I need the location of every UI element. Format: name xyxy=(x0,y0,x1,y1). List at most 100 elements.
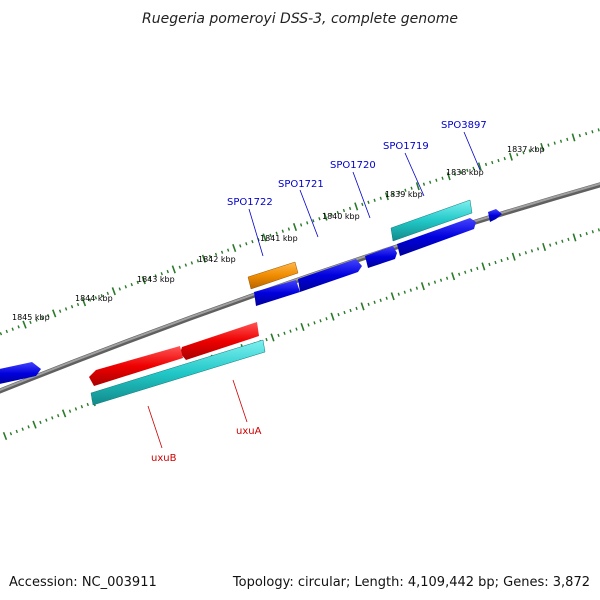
minor-tick xyxy=(349,308,352,313)
minor-tick xyxy=(566,137,569,141)
minor-tick xyxy=(124,285,127,289)
gene-label-uxub: uxuB xyxy=(151,453,177,464)
minor-tick xyxy=(226,248,230,252)
minor-tick xyxy=(313,321,316,325)
genome-backbone-highlight xyxy=(0,182,600,392)
kbp-label-1845: 1845 kbp xyxy=(12,313,50,322)
minor-tick xyxy=(466,168,469,172)
cds-spo1722 xyxy=(254,280,300,306)
minor-tick xyxy=(0,332,3,336)
minor-tick xyxy=(15,429,18,434)
major-tick xyxy=(111,287,116,296)
minor-tick xyxy=(130,282,133,287)
minor-tick xyxy=(355,306,358,311)
major-tick xyxy=(330,312,335,321)
minor-tick xyxy=(269,233,272,237)
major-tick xyxy=(61,409,67,418)
outer-tick-track xyxy=(0,128,600,336)
minor-tick xyxy=(367,200,370,204)
minor-tick xyxy=(178,265,181,269)
feature-cyan-spo1719 xyxy=(390,199,473,242)
minor-tick xyxy=(277,333,280,338)
cds-spo1721 xyxy=(298,259,362,292)
genome-summary-text: Topology: circular; Length: 4,109,442 bp… xyxy=(232,575,590,590)
minor-tick xyxy=(251,240,254,244)
major-tick xyxy=(384,192,389,201)
gene-labels: SPO3897 SPO1719 SPO1720 SPO1721 SPO1722 … xyxy=(151,120,487,464)
minor-tick xyxy=(325,317,328,321)
major-tick xyxy=(52,309,57,318)
minor-tick xyxy=(578,133,581,138)
minor-tick xyxy=(404,188,407,192)
minor-tick xyxy=(398,190,401,194)
minor-tick xyxy=(295,327,298,331)
minor-tick xyxy=(239,244,242,248)
minor-tick xyxy=(76,302,80,307)
minor-tick xyxy=(21,427,24,431)
minor-tick xyxy=(597,228,600,232)
minor-tick xyxy=(289,329,292,333)
minor-tick xyxy=(497,158,500,163)
minor-tick xyxy=(287,227,291,231)
leader-spo1722 xyxy=(248,208,264,257)
minor-tick xyxy=(458,272,461,276)
minor-tick xyxy=(148,276,151,280)
gene-label-spo1719: SPO1719 xyxy=(383,141,429,152)
minor-tick xyxy=(464,270,467,274)
minor-tick xyxy=(397,292,400,296)
gene-label-spo1720: SPO1720 xyxy=(330,160,376,171)
gene-label-spo3897: SPO3897 xyxy=(441,120,487,131)
minor-tick xyxy=(403,290,406,294)
minor-tick xyxy=(409,288,412,292)
minor-tick xyxy=(58,309,62,313)
major-tick xyxy=(270,333,275,342)
minor-tick xyxy=(27,425,30,429)
major-tick xyxy=(81,298,87,307)
major-tick xyxy=(2,431,8,441)
minor-tick xyxy=(47,313,50,318)
minor-tick xyxy=(265,337,268,342)
minor-tick xyxy=(494,260,497,265)
cds-uxua xyxy=(180,322,259,360)
major-tick xyxy=(354,202,359,211)
major-tick xyxy=(481,262,486,271)
minor-tick xyxy=(391,192,395,196)
minor-tick xyxy=(427,282,431,286)
minor-tick xyxy=(88,298,92,302)
major-tick xyxy=(446,172,451,181)
kbp-label-1839: 1839 kbp xyxy=(385,190,423,199)
minor-tick xyxy=(299,223,303,227)
cds-spo3897 xyxy=(488,209,502,222)
major-tick xyxy=(232,243,237,253)
minor-tick xyxy=(585,132,588,136)
gene-label-spo1722: SPO1722 xyxy=(227,197,273,208)
minor-tick xyxy=(64,307,68,311)
minor-tick xyxy=(553,141,556,145)
minor-tick xyxy=(516,153,519,157)
minor-tick xyxy=(367,302,370,307)
minor-tick xyxy=(330,212,333,217)
leader-spo1721 xyxy=(299,189,319,238)
minor-tick xyxy=(70,305,74,309)
genome-title: Ruegeria pomeroyi DSS-3, complete genome xyxy=(142,11,458,27)
minor-tick xyxy=(484,162,488,167)
minor-tick xyxy=(453,172,457,176)
major-tick xyxy=(508,152,513,161)
minor-tick xyxy=(491,160,494,165)
leader-uxub xyxy=(147,405,163,449)
minor-tick xyxy=(460,170,463,174)
major-tick xyxy=(300,322,305,332)
minor-tick xyxy=(106,291,109,296)
minor-tick xyxy=(80,405,84,409)
major-tick xyxy=(171,265,176,274)
cds-spo1719 xyxy=(397,218,476,256)
minor-tick xyxy=(585,232,588,236)
major-tick xyxy=(262,233,267,242)
major-tick xyxy=(571,133,576,142)
minor-tick xyxy=(5,329,9,334)
minor-tick xyxy=(410,186,413,190)
gene-label-spo1721: SPO1721 xyxy=(278,179,324,190)
kbp-label-1838: 1838 kbp xyxy=(446,168,484,177)
inner-tick-track xyxy=(2,228,600,441)
major-tick xyxy=(451,272,456,281)
